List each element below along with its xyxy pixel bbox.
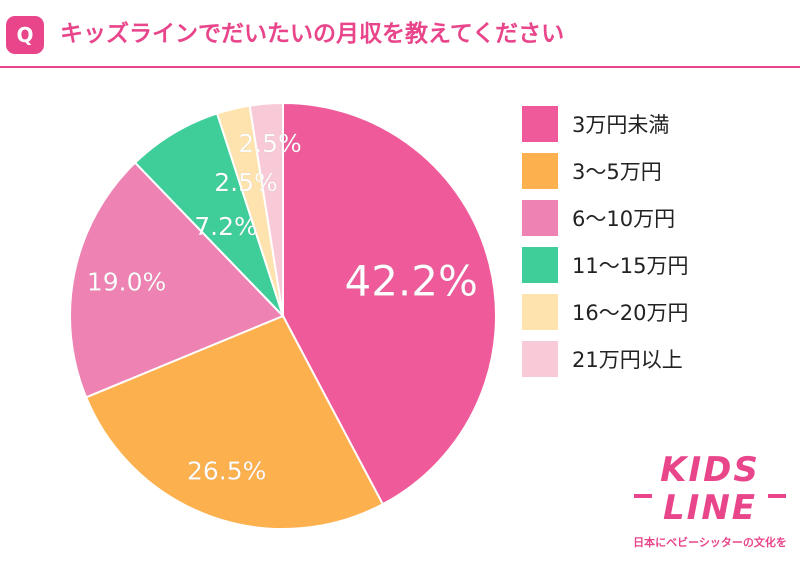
legend-swatch xyxy=(522,152,558,189)
pie-slice-2 xyxy=(69,161,285,399)
header: Q キッズラインでだいたいの月収を教えてください xyxy=(0,0,800,70)
pie-slice-0 xyxy=(282,101,497,506)
legend-label: 16〜20万円 xyxy=(572,300,689,325)
legend-swatch xyxy=(522,340,558,377)
pie-slice-5 xyxy=(248,101,284,317)
legend-item-2: 6〜10万円 xyxy=(522,194,782,241)
logo-word-kids: KIDS xyxy=(660,450,760,490)
legend-label: 21万円以上 xyxy=(572,347,683,372)
legend: 3万円未満 3〜5万円 6〜10万円 11〜15万円 16〜20万円 21万円以上 xyxy=(522,100,782,382)
slice-label-4: 2.5% xyxy=(214,168,278,197)
legend-label: 6〜10万円 xyxy=(572,206,676,231)
slice-label-2: 19.0% xyxy=(87,267,166,296)
legend-swatch xyxy=(522,199,558,236)
slice-label-3: 7.2% xyxy=(194,212,258,241)
legend-label: 3万円未満 xyxy=(572,112,670,137)
legend-item-0: 3万円未満 xyxy=(522,100,782,147)
legend-item-1: 3〜5万円 xyxy=(522,147,782,194)
legend-label: 3〜5万円 xyxy=(572,159,662,184)
slice-label-1: 26.5% xyxy=(187,456,266,485)
logo-tagline: 日本にベビーシッターの文化を xyxy=(633,536,787,549)
legend-item-3: 11〜15万円 xyxy=(522,241,782,288)
legend-swatch xyxy=(522,293,558,330)
logo-ribbon-icon xyxy=(634,494,786,498)
legend-label: 11〜15万円 xyxy=(572,253,689,278)
question-title: キッズラインでだいたいの月収を教えてください xyxy=(60,21,565,47)
slice-label-0: 42.2% xyxy=(344,257,477,306)
slice-label-5: 2.5% xyxy=(238,129,302,158)
legend-item-4: 16〜20万円 xyxy=(522,288,782,335)
logo-word-line: LINE xyxy=(663,488,757,528)
legend-item-5: 21万円以上 xyxy=(522,335,782,382)
legend-swatch xyxy=(522,105,558,142)
legend-swatch xyxy=(522,246,558,283)
header-divider xyxy=(0,66,800,68)
kidsline-logo: KIDS LINE 日本にベビーシッターの文化を xyxy=(630,450,790,554)
pie-slice-1 xyxy=(84,314,385,530)
question-badge: Q xyxy=(6,16,44,54)
